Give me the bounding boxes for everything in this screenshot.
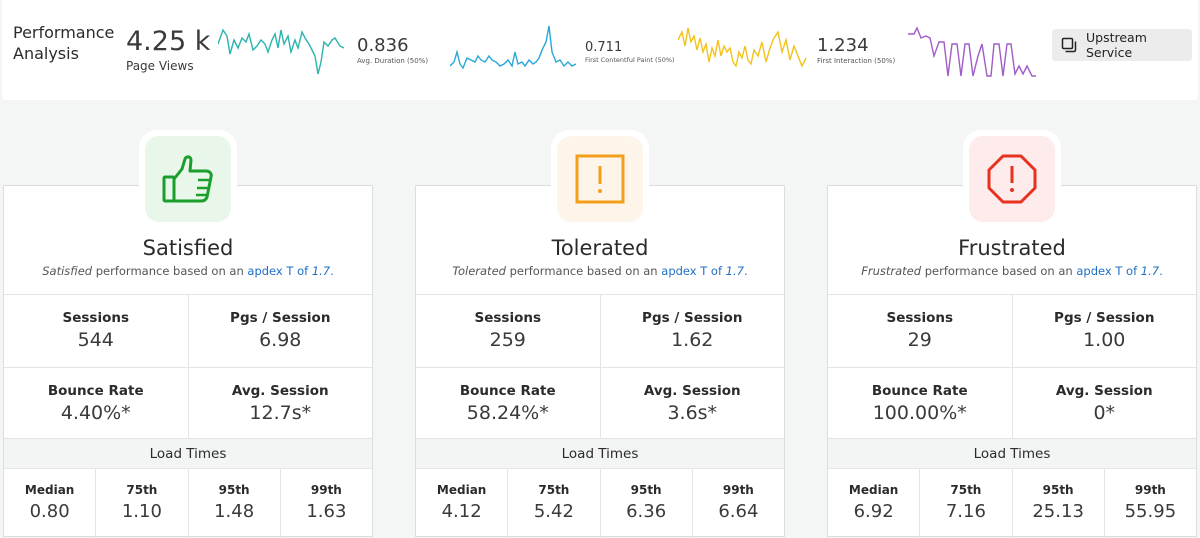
load-times-header: Load Times [416, 438, 784, 468]
pages-per-session-cell: Pgs / Session 1.62 [599, 295, 785, 367]
avg-duration-sparkline [450, 25, 577, 70]
p95-cell: 95th 25.13 [1011, 469, 1104, 538]
p99-cell: 99th 1.63 [279, 469, 372, 538]
frustrated-title: Frustrated [958, 236, 1066, 260]
performance-header: Performance Analysis 4.25 k Page Views 0… [2, 0, 1198, 100]
sessions-cell: Sessions 259 [474, 310, 542, 351]
p99-cell: 99th 6.64 [691, 469, 784, 538]
page-title: Performance Analysis [13, 23, 115, 63]
sessions-cell: Sessions 544 [62, 310, 130, 351]
pages-per-session-cell: Pgs / Session 1.00 [1011, 295, 1197, 367]
avg-duration-value: 0.836 [357, 35, 409, 56]
sessions-cell: Sessions 29 [886, 310, 954, 351]
fcp-value: 0.711 [585, 40, 623, 55]
p95-cell: 95th 1.48 [187, 469, 280, 538]
fcp-label: First Contentful Paint (50%) [585, 56, 675, 64]
purple-sparkline [908, 26, 1036, 77]
tolerated-title: Tolerated [551, 236, 649, 260]
tolerated-badge [551, 130, 649, 228]
p95-cell: 95th 6.36 [599, 469, 692, 538]
first-interaction-label: First Interaction (50%) [817, 57, 896, 65]
first-interaction-sparkline [678, 27, 807, 68]
p75-cell: 75th 7.16 [919, 469, 1011, 538]
load-times-header: Load Times [828, 438, 1196, 468]
copy-icon [1061, 37, 1077, 53]
apdex-link[interactable]: apdex T of 1.7. [1076, 264, 1163, 278]
avg-duration-label: Avg. Duration (50%) [357, 57, 429, 65]
thumbs-up-icon [162, 155, 213, 203]
bounce-rate-cell: Bounce Rate 4.40%* [47, 383, 144, 424]
first-interaction-value: 1.234 [817, 35, 869, 56]
avg-session-cell: Avg. Session 3.6s* [599, 368, 785, 438]
load-times-row: Median 4.12 75th 5.42 95th 6.36 99th 6.6… [416, 468, 784, 538]
frustrated-badge [963, 130, 1061, 228]
load-times-header: Load Times [4, 438, 372, 468]
bounce-row: Bounce Rate 58.24%* Avg. Session 3.6s* [416, 367, 784, 438]
median-cell: Median 0.80 [24, 483, 75, 522]
p75-cell: 75th 5.42 [507, 469, 599, 538]
tolerated-description: Tolerated performance based on an apdex … [452, 264, 748, 278]
frustrated-description: Frustrated performance based on an apdex… [861, 264, 1163, 278]
satisfied-title: Satisfied [142, 236, 234, 260]
sessions-row: Sessions 544 Pgs / Session 6.98 [4, 294, 372, 367]
median-cell: Median 4.12 [436, 483, 487, 522]
sessions-row: Sessions 259 Pgs / Session 1.62 [416, 294, 784, 367]
median-cell: Median 6.92 [848, 483, 899, 522]
avg-session-cell: Avg. Session 0* [1011, 368, 1197, 438]
tolerated-card: Tolerated Tolerated performance based on… [415, 185, 785, 538]
bounce-row: Bounce Rate 4.40%* Avg. Session 12.7s* [4, 367, 372, 438]
pages-per-session-cell: Pgs / Session 6.98 [187, 295, 373, 367]
bounce-row: Bounce Rate 100.00%* Avg. Session 0* [828, 367, 1196, 438]
satisfied-card: Satisfied Satisfied performance based on… [3, 185, 373, 538]
p75-cell: 75th 1.10 [95, 469, 187, 538]
page-views-value: 4.25 k [126, 26, 211, 57]
upstream-service-button[interactable]: Upstream Service [1052, 29, 1192, 61]
bounce-rate-cell: Bounce Rate 100.00%* [871, 383, 968, 424]
p99-cell: 99th 55.95 [1103, 469, 1196, 538]
frustrated-card: Frustrated Frustrated performance based … [827, 185, 1197, 538]
page-views-sparkline [218, 28, 345, 75]
apdex-link[interactable]: apdex T of 1.7. [661, 264, 748, 278]
satisfied-badge [139, 130, 237, 228]
load-times-row: Median 6.92 75th 7.16 95th 25.13 99th 55… [828, 468, 1196, 538]
load-times-row: Median 0.80 75th 1.10 95th 1.48 99th 1.6… [4, 468, 372, 538]
apdex-link[interactable]: apdex T of 1.7. [247, 264, 334, 278]
avg-session-cell: Avg. Session 12.7s* [187, 368, 373, 438]
warning-square-icon [575, 154, 625, 204]
upstream-service-label: Upstream Service [1086, 30, 1147, 60]
sessions-row: Sessions 29 Pgs / Session 1.00 [828, 294, 1196, 367]
page-views-label: Page Views [126, 59, 194, 73]
satisfied-description: Satisfied performance based on an apdex … [42, 264, 334, 278]
bounce-rate-cell: Bounce Rate 58.24%* [459, 383, 556, 424]
stop-octagon-icon [987, 154, 1037, 204]
